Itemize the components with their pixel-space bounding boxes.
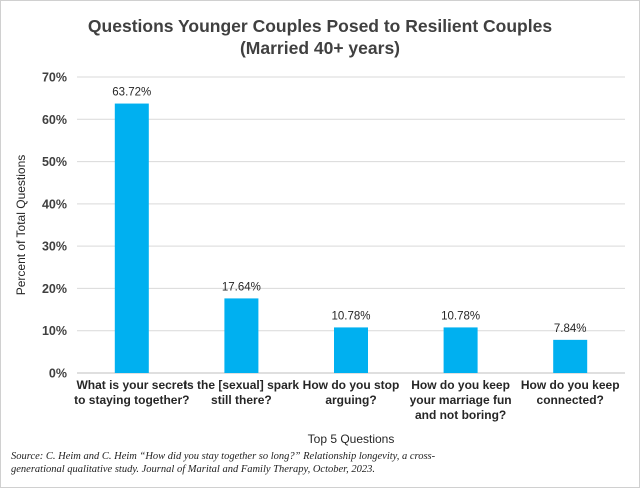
data-label: 7.84% — [554, 323, 587, 335]
data-label: 10.78% — [441, 310, 480, 322]
y-tick-label: 30% — [42, 240, 67, 254]
y-axis-title: Percent of Total Questions — [14, 155, 28, 296]
x-category-label: your marriage fun — [410, 393, 512, 407]
source-citation: Source: C. Heim and C. Heim “How did you… — [11, 450, 571, 476]
y-tick-label: 10% — [42, 324, 67, 338]
bar — [114, 103, 149, 374]
x-category-label: Is the [sexual] spark — [184, 378, 300, 392]
source-line-1: Source: C. Heim and C. Heim “How did you… — [11, 451, 436, 462]
y-tick-label: 50% — [42, 155, 67, 169]
chart-title-line-2: (Married 40+ years) — [239, 38, 401, 58]
y-tick-label: 0% — [49, 367, 67, 381]
bar — [224, 298, 259, 373]
data-label: 63.72% — [112, 87, 151, 99]
chart-title-line-1: Questions Younger Couples Posed to Resil… — [87, 16, 553, 36]
x-category-label: connected? — [537, 393, 604, 407]
x-category-label: How do you keep — [521, 378, 620, 392]
x-category-label: How do you stop — [303, 378, 400, 392]
x-category-label: to staying together? — [74, 393, 189, 407]
bar — [443, 327, 478, 373]
y-tick-label: 60% — [42, 113, 67, 127]
x-category-label: still there? — [211, 393, 272, 407]
y-tick-label: 70% — [42, 71, 67, 85]
data-label: 10.78% — [331, 310, 370, 322]
x-category-label: How do you keep — [411, 378, 510, 392]
x-category-label: arguing? — [325, 393, 376, 407]
x-axis-title: Top 5 Questions — [308, 432, 395, 446]
chart-title: Questions Younger Couples Posed to Resil… — [1, 15, 639, 59]
data-label: 17.64% — [222, 281, 261, 293]
bar — [553, 339, 588, 373]
source-line-2: generational qualitative study. Journal … — [11, 464, 375, 475]
bar — [334, 327, 368, 373]
y-tick-label: 20% — [42, 282, 67, 296]
x-category-label: and not boring? — [415, 408, 506, 422]
x-category-label: What is your secret — [76, 378, 187, 392]
y-tick-label: 40% — [42, 197, 67, 211]
